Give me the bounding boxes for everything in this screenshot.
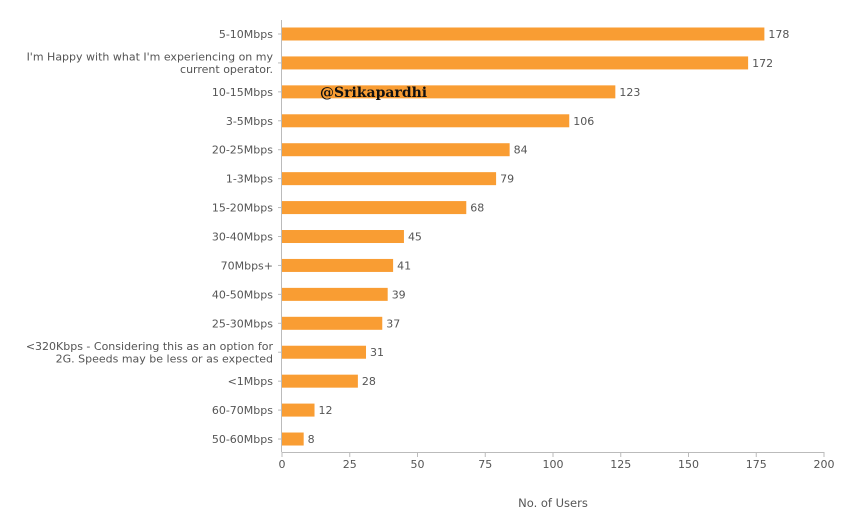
category-label: 30-40Mbps [212, 231, 273, 244]
category-label: 1-3Mbps [226, 173, 273, 186]
x-tick-label: 150 [678, 458, 699, 471]
x-ticks-group: 0 25 50 75 100 125 150 175 200 [279, 452, 835, 471]
x-tick-label: 175 [746, 458, 767, 471]
category-label: 10-15Mbps [212, 86, 273, 99]
bar-value-label: 39 [392, 288, 406, 301]
category-label: 5-10Mbps [219, 28, 273, 41]
bar [282, 85, 616, 99]
category-label: 15-20Mbps [212, 202, 273, 215]
category-label: 25-30Mbps [212, 317, 273, 330]
bars-group [282, 27, 765, 446]
bar [282, 258, 394, 272]
bar [282, 201, 467, 215]
x-tick-label: 75 [478, 458, 492, 471]
bar [282, 374, 358, 388]
bar-value-label: 79 [500, 173, 514, 186]
watermark: @Srikapardhi [320, 85, 427, 101]
category-label: 70Mbps+ [221, 259, 273, 272]
x-axis-title: No. of Users [518, 496, 588, 510]
bar [282, 56, 749, 70]
bar [282, 114, 570, 128]
category-label: 3-5Mbps [226, 115, 273, 128]
bar [282, 143, 510, 157]
bar [282, 345, 367, 359]
category-labels-group: 5-10Mbps I'm Happy with what I'm experien… [26, 28, 274, 446]
bar [282, 432, 304, 446]
bar-value-label: 172 [752, 57, 773, 70]
bar [282, 287, 388, 301]
bar-value-label: 12 [319, 404, 333, 417]
bar-value-label: 123 [619, 86, 640, 99]
bar-value-label: 41 [397, 259, 411, 272]
bar-value-label: 8 [308, 433, 315, 446]
value-labels-group: 178 172 123 106 84 79 68 45 41 39 37 31 28 12 8 [308, 28, 790, 446]
bar-value-label: 28 [362, 375, 376, 388]
x-tick-label: 0 [279, 458, 286, 471]
bar-value-label: 31 [370, 346, 384, 359]
bar [282, 230, 404, 244]
x-tick-label: 100 [543, 458, 564, 471]
bar-value-label: 68 [470, 202, 484, 215]
x-tick-label: 125 [610, 458, 631, 471]
bar [282, 27, 765, 41]
x-tick-label: 50 [411, 458, 425, 471]
category-label: 40-50Mbps [212, 288, 273, 301]
bar [282, 403, 315, 417]
bar-value-label: 45 [408, 231, 422, 244]
category-label: <1Mbps [228, 375, 274, 388]
bar-value-label: 106 [573, 115, 594, 128]
category-label: <320Kbps - Considering this as an option… [26, 340, 274, 366]
bar [282, 172, 497, 186]
x-tick-label: 200 [814, 458, 835, 471]
category-label: 60-70Mbps [212, 404, 273, 417]
bar [282, 316, 383, 330]
x-tick-label: 25 [343, 458, 357, 471]
category-label: 50-60Mbps [212, 433, 273, 446]
category-label: 20-25Mbps [212, 144, 273, 157]
bar-value-label: 37 [386, 317, 400, 330]
bar-value-label: 178 [768, 28, 789, 41]
bar-value-label: 84 [514, 144, 528, 157]
category-label: I'm Happy with what I'm experiencing on … [27, 51, 274, 77]
